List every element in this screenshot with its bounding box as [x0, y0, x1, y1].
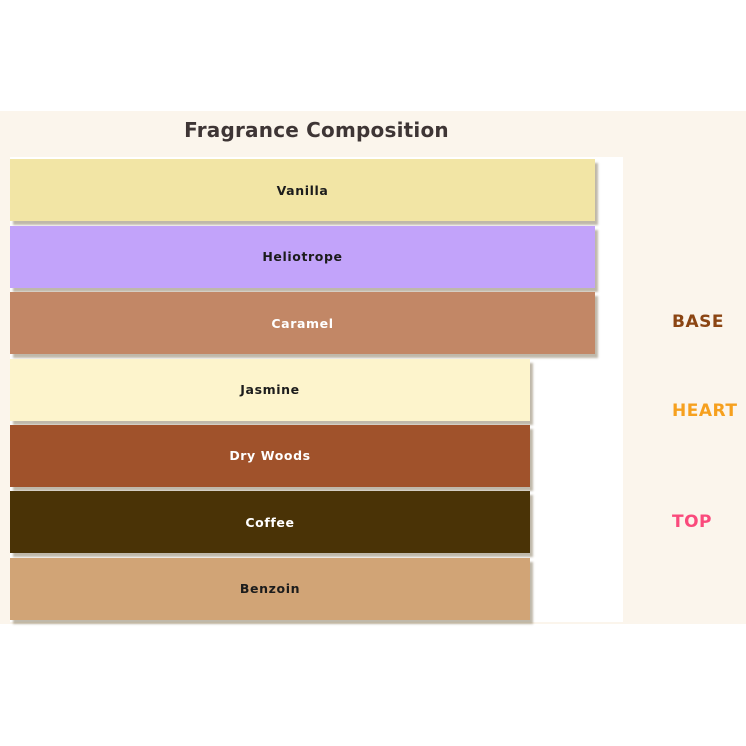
bar-vanilla: Vanilla: [10, 159, 595, 222]
bar-label: Vanilla: [276, 182, 329, 198]
chart-title: Fragrance Composition: [184, 118, 449, 142]
bar-benzoin: Benzoin: [10, 557, 530, 620]
bar-label: Caramel: [271, 315, 334, 331]
bar-label: Jasmine: [240, 382, 300, 397]
plot-area: Vanilla Heliotrope Caramel Jasmine Dry Woods…: [10, 157, 623, 622]
bar-label: Dry Woods: [229, 448, 311, 464]
bar-dry-woods: Dry Woods: [10, 424, 530, 487]
group-label-top: TOP: [672, 512, 713, 532]
group-label-base: BASE: [672, 312, 724, 332]
group-label-heart: HEART: [672, 401, 738, 421]
bar-caramel: Caramel: [10, 292, 595, 355]
bar-label: Coffee: [245, 514, 295, 530]
bar-label: Heliotrope: [262, 249, 343, 265]
bar-jasmine: Jasmine: [10, 358, 530, 421]
bar-label: Benzoin: [239, 581, 301, 597]
bar-heliotrope: Heliotrope: [10, 225, 595, 288]
bar-coffee: Coffee: [10, 491, 530, 554]
